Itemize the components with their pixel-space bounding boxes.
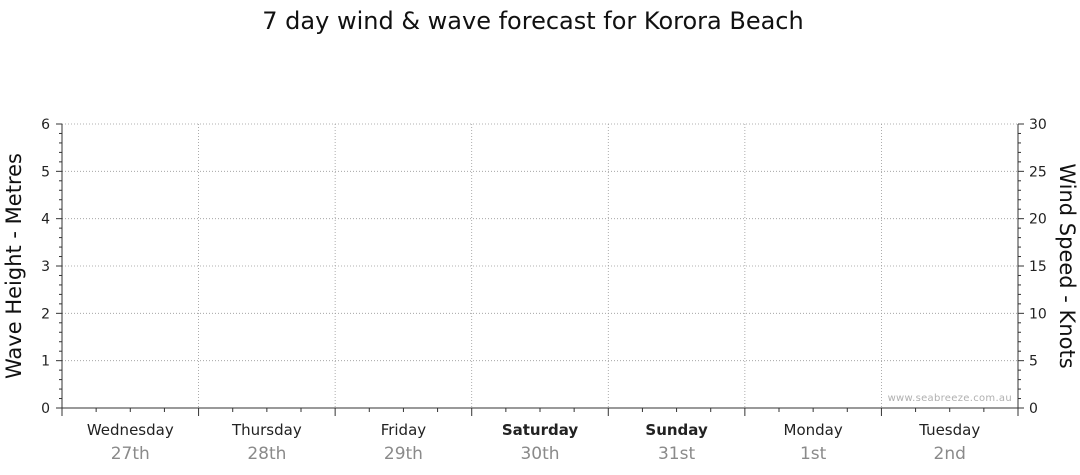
day-name-label: Thursday [231,421,302,439]
chart-title: 7 day wind & wave forecast for Korora Be… [262,7,803,35]
day-date-label: 2nd [934,444,966,464]
right-tick-label: 0 [1029,401,1038,417]
day-name-label: Wednesday [87,421,174,439]
axes-layer [56,123,1024,416]
left-tick-label: 2 [41,306,50,322]
day-date-label: 31st [658,444,695,464]
day-name-label: Tuesday [918,421,980,439]
right-tick-label: 5 [1029,354,1038,370]
left-tick-label: 3 [41,259,50,275]
left-tick-label: 0 [41,401,50,417]
day-name-label: Friday [381,421,427,439]
left-axis-title: Wave Height - Metres [2,153,26,379]
labels-layer: 0 1 2 3 4 5 6 0 5 10 15 20 25 30 Wednesday 27th Thursday… [41,117,1047,464]
day-date-label: 28th [247,444,286,464]
right-tick-label: 25 [1029,164,1047,180]
grid-layer [62,123,1018,408]
day-date-label: 30th [520,444,559,464]
day-date-label: 1st [800,444,827,464]
day-name-label: Sunday [645,421,708,439]
right-axis-title: Wind Speed - Knots [1055,163,1079,368]
watermark-text: www.seabreeze.com.au [888,393,1012,404]
day-name-label: Monday [784,421,843,439]
left-tick-label: 6 [41,117,50,133]
right-tick-label: 15 [1029,259,1047,275]
right-tick-label: 20 [1029,212,1047,228]
left-tick-label: 5 [41,164,50,180]
left-tick-label: 4 [41,212,50,228]
day-date-label: 27th [111,444,150,464]
left-tick-label: 1 [41,354,50,370]
right-tick-label: 30 [1029,117,1047,133]
day-name-label: Saturday [502,421,579,439]
day-date-label: 29th [384,444,423,464]
right-tick-label: 10 [1029,306,1047,322]
